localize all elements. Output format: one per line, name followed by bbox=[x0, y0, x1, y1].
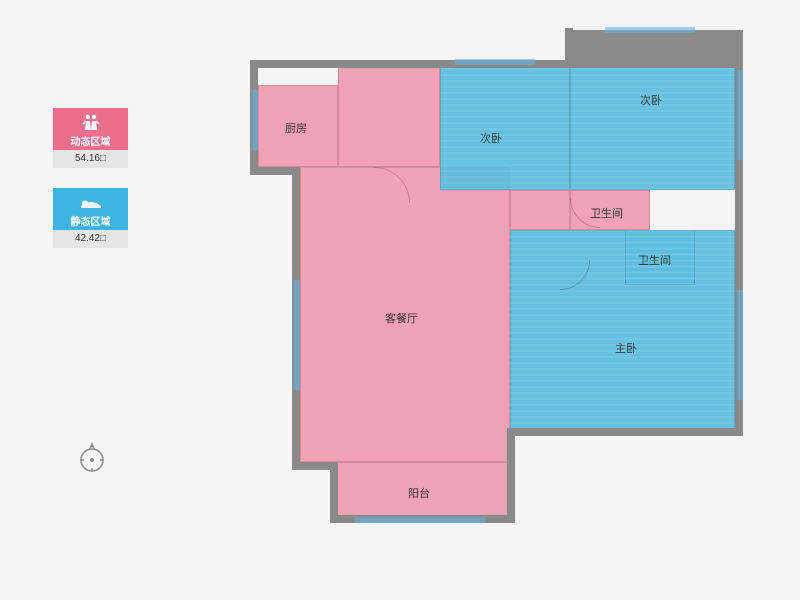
legend-static-label: 静态区域 bbox=[71, 213, 111, 228]
legend-panel: 动态区域 54.16□ 静态区域 42.42□ bbox=[53, 108, 128, 268]
legend-dynamic-label: 动态区域 bbox=[71, 133, 111, 148]
room-label-living: 客餐厅 bbox=[385, 310, 418, 326]
room-label-bath2: 卫生间 bbox=[638, 252, 671, 268]
room-label-bed2b: 次卧 bbox=[640, 92, 662, 108]
legend-static-box: 静态区域 bbox=[53, 188, 128, 230]
wall-5 bbox=[330, 462, 338, 522]
wall-10 bbox=[565, 28, 573, 68]
window-1 bbox=[605, 27, 695, 33]
room-hallway bbox=[510, 190, 570, 230]
floorplan: 客餐厅阳台厨房次卧次卧主卧卫生间卫生间 bbox=[190, 30, 755, 570]
legend-dynamic-value: 54.16□ bbox=[53, 150, 128, 168]
legend-dynamic: 动态区域 54.16□ bbox=[53, 108, 128, 168]
compass-icon bbox=[78, 440, 106, 479]
window-6 bbox=[355, 517, 485, 523]
window-3 bbox=[294, 280, 300, 390]
people-icon bbox=[80, 113, 102, 131]
window-2 bbox=[252, 90, 258, 150]
wall-seg-0 bbox=[570, 30, 740, 68]
room-living_top bbox=[338, 65, 440, 167]
window-5 bbox=[737, 70, 743, 160]
window-0 bbox=[455, 59, 535, 65]
room-label-kitchen: 厨房 bbox=[285, 120, 307, 136]
room-bed2a bbox=[440, 65, 570, 190]
legend-dynamic-box: 动态区域 bbox=[53, 108, 128, 150]
room-label-master: 主卧 bbox=[615, 340, 637, 356]
legend-static: 静态区域 42.42□ bbox=[53, 188, 128, 248]
room-label-balcony: 阳台 bbox=[408, 485, 430, 501]
sleep-icon bbox=[79, 193, 103, 211]
legend-static-value: 42.42□ bbox=[53, 230, 128, 248]
window-4 bbox=[737, 290, 743, 400]
room-label-bed2a: 次卧 bbox=[480, 130, 502, 146]
wall-7 bbox=[507, 428, 515, 523]
wall-8 bbox=[507, 428, 742, 436]
room-master bbox=[510, 230, 735, 430]
